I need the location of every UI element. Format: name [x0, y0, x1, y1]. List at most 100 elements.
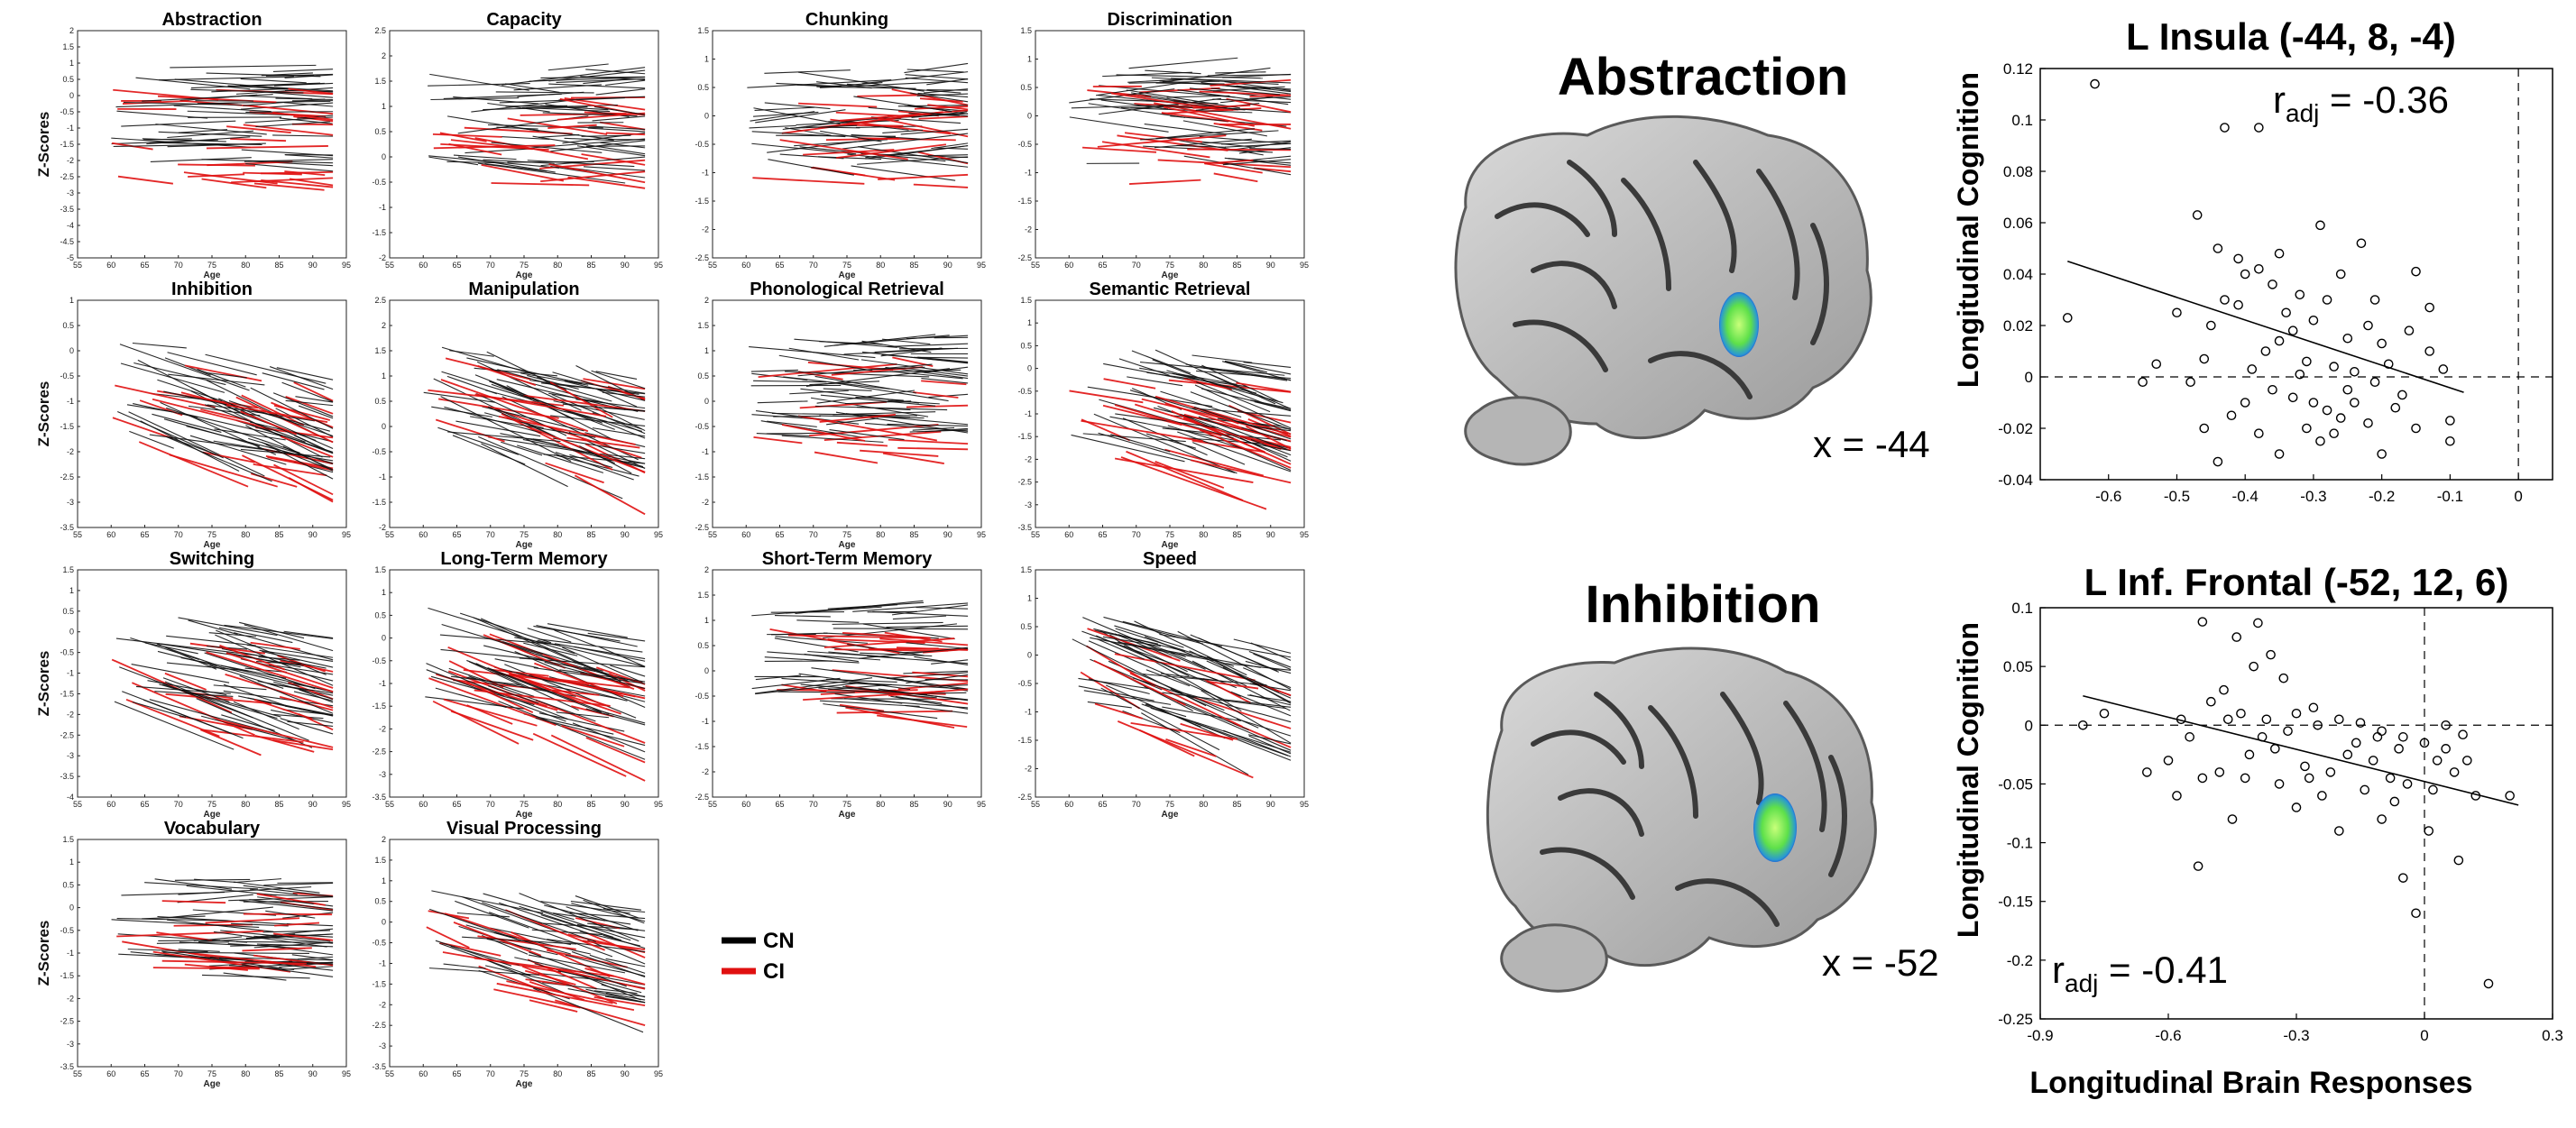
trajectory-cn	[457, 156, 556, 173]
trajectory-cn	[1253, 426, 1292, 432]
trajectory-cn	[785, 127, 832, 136]
y-tick-label: -1	[702, 717, 709, 726]
trajectory-ci	[493, 988, 581, 1009]
y-tick-label: -1	[67, 949, 74, 958]
trajectory-cn	[146, 136, 251, 145]
x-tick-label: 80	[1199, 800, 1208, 809]
trajectory-ci	[438, 398, 559, 419]
trajectory-cn	[1088, 678, 1150, 695]
trajectory-ci	[117, 175, 173, 185]
y-tick-label: 0.02	[2003, 317, 2033, 335]
trajectory-cn	[1082, 617, 1206, 670]
trajectory-cn	[116, 917, 229, 922]
trajectory-cn	[1141, 712, 1249, 775]
x-tick-label: 55	[73, 1069, 82, 1078]
trajectory-cn	[483, 893, 575, 921]
trajectory-cn	[285, 154, 334, 159]
trajectory-cn	[1167, 425, 1253, 453]
panel-title: Vocabulary	[164, 819, 261, 839]
trajectory-cn	[1166, 370, 1283, 404]
trajectory-cn	[587, 127, 646, 133]
trajectory-cn	[173, 105, 271, 113]
trajectory-ci	[288, 87, 334, 95]
x-tick-label: 95	[342, 261, 351, 270]
trajectory-cn	[585, 69, 646, 75]
x-tick-label: 90	[1266, 261, 1275, 270]
trajectory-ci	[206, 651, 334, 693]
trajectory-cn	[482, 406, 584, 432]
trajectory-cn	[533, 987, 644, 1033]
trajectory-cn	[575, 399, 646, 409]
trajectory-ci	[1206, 680, 1259, 690]
cerebellum	[1500, 923, 1608, 993]
trajectory-ci	[111, 658, 233, 714]
trajectory-cn	[476, 361, 582, 411]
data-point	[2222, 714, 2233, 725]
x-axis-label: Age	[516, 271, 533, 280]
trajectory-cn	[466, 659, 603, 713]
data-point	[2302, 423, 2312, 434]
trajectory-cn	[1241, 426, 1287, 442]
panel-title: Manipulation	[468, 280, 579, 299]
panel-title: Inhibition	[171, 280, 253, 299]
data-point	[2172, 791, 2182, 801]
y-tick-label: 0.5	[62, 607, 74, 616]
x-tick-label: 60	[106, 1069, 115, 1078]
y-tick-label: 0.5	[697, 83, 709, 92]
trajectory-cn	[487, 102, 550, 113]
trajectory-cn	[508, 670, 566, 686]
trajectory-cn	[255, 121, 331, 128]
data-point	[2176, 714, 2186, 725]
trajectory-cn	[154, 691, 234, 697]
x-tick-label: 90	[943, 261, 952, 270]
x-tick-label: 75	[842, 800, 851, 809]
trajectory-cn	[1162, 692, 1287, 710]
cerebellum	[1464, 396, 1572, 466]
y-tick-label: -1	[379, 203, 386, 212]
trajectory-cn	[895, 695, 943, 704]
trajectory-cn	[600, 142, 646, 149]
trajectory-cn	[1194, 384, 1292, 429]
y-tick-label: -3.5	[372, 793, 386, 802]
trajectory-cn	[750, 369, 798, 372]
trajectory-ci	[921, 380, 967, 386]
data-point	[2360, 784, 2370, 795]
trajectory-cn	[241, 149, 334, 157]
trajectory-cn	[258, 656, 300, 661]
panel-title: Chunking	[805, 10, 888, 30]
trajectory-cn	[1207, 74, 1292, 77]
trajectory-cn	[1093, 413, 1237, 474]
trajectory-cn	[872, 610, 969, 617]
trajectory-cn	[1097, 638, 1145, 660]
trajectory-cn	[820, 130, 882, 142]
x-tick-label: 55	[708, 261, 717, 270]
data-point	[2295, 289, 2305, 300]
panel-title: Long-Term Memory	[440, 549, 608, 569]
scatter-frame	[2039, 607, 2553, 1020]
trajectory-ci	[1191, 439, 1265, 454]
trajectory-cn	[126, 404, 173, 413]
x-tick-label: 90	[621, 800, 630, 809]
y-tick-label: 1.5	[1020, 565, 1032, 574]
trajectory-ci	[814, 451, 879, 464]
trajectory-cn	[272, 69, 334, 72]
y-tick-label: 0.5	[62, 880, 74, 889]
y-tick-label: 2	[69, 26, 74, 35]
trajectory-ci	[199, 729, 262, 757]
trajectory-ci	[1129, 179, 1201, 185]
trajectory-cn	[527, 160, 635, 168]
data-point	[2505, 791, 2515, 801]
trajectory-ci	[481, 164, 565, 182]
trajectory-cn	[178, 949, 220, 952]
trajectory-cn	[749, 346, 876, 359]
trajectory-cn	[585, 708, 646, 726]
trajectory-ci	[823, 637, 955, 648]
age-trajectory-grid: Abstraction 55 60 65 70 75 80 85 90 95 2 1.5 1 0.5 0 -0…	[35, 10, 1309, 1089]
data-point	[2385, 773, 2396, 784]
trajectory-cn	[579, 445, 632, 474]
x-tick-label: 95	[342, 1069, 351, 1078]
trajectory-cn	[256, 928, 334, 938]
trajectory-cn	[887, 423, 969, 426]
data-point	[2206, 696, 2216, 707]
trajectory-cn	[441, 623, 543, 656]
